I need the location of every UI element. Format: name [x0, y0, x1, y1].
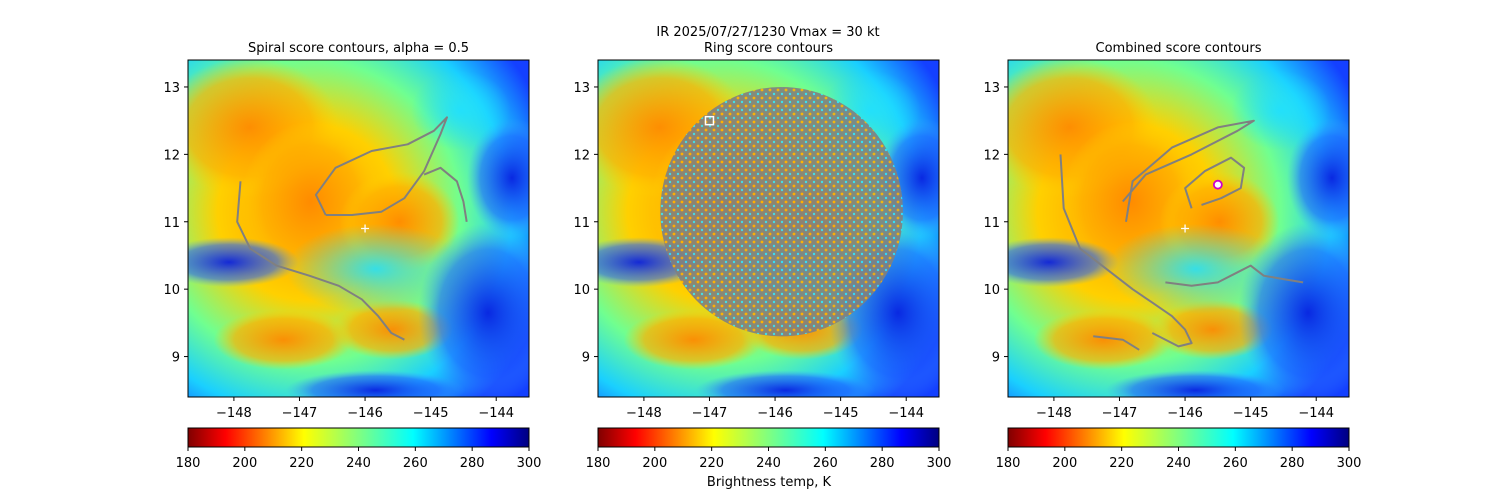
x-tick-label: −148 [1036, 406, 1072, 421]
colorbar-tick-label: 260 [1223, 456, 1248, 471]
plot-frame [187, 59, 530, 398]
panel-1: Spiral score contours, alpha = 0.5 −148 −1… [163, 41, 542, 471]
panel-title: Ring score contours [704, 41, 833, 56]
contour-line-1 [1059, 154, 1193, 348]
contour-line-2 [314, 116, 448, 216]
y-tick-label: 12 [163, 148, 180, 163]
x-tick-label: −145 [413, 406, 449, 421]
y-tick-label: 13 [573, 81, 590, 96]
colorbar-tick-label: 220 [1109, 456, 1134, 471]
colorbar-tick-label: 200 [642, 456, 667, 471]
panel-3: Combined score contours −148 −147 −146 −145 −… [983, 41, 1362, 471]
colorbar-tick-label: 260 [813, 456, 838, 471]
y-tick-label: 11 [163, 216, 180, 231]
ring-contour-region [660, 86, 903, 337]
contour-line-3 [423, 166, 468, 222]
contour-line-3 [1122, 119, 1255, 222]
panel-title: Spiral score contours, alpha = 0.5 [248, 41, 469, 56]
contour-line-2 [1093, 335, 1140, 351]
ir-image [598, 60, 939, 397]
colorbar-tick-label: 280 [460, 456, 485, 471]
colorbar-tick-label: 180 [586, 456, 611, 471]
colorbar-tick-label: 240 [756, 456, 781, 471]
x-tick-label: −147 [1102, 406, 1138, 421]
plot-frame [1007, 59, 1350, 398]
colorbar-tick-label: 220 [699, 456, 724, 471]
colorbar-tick-label: 180 [176, 456, 201, 471]
y-tick-label: 11 [573, 216, 590, 231]
x-tick-label: −148 [626, 406, 662, 421]
colorbar-tick-label: 200 [1052, 456, 1077, 471]
x-tick-label: −144 [1298, 406, 1334, 421]
x-tick-label: −144 [888, 406, 924, 421]
contour-line-1 [236, 181, 405, 341]
contour-line-5 [1165, 264, 1304, 287]
y-tick-label: 10 [983, 283, 1000, 298]
y-tick-label: 13 [163, 81, 180, 96]
x-tick-label: −146 [347, 406, 383, 421]
y-tick-label: 12 [983, 148, 1000, 163]
colorbar-tick-label: 300 [927, 456, 952, 471]
contour-line-4 [1184, 156, 1246, 209]
colorbar-tick-label: 260 [403, 456, 428, 471]
x-tick-label: −144 [478, 406, 514, 421]
circle-marker [1212, 179, 1223, 190]
x-tick-label: −146 [1167, 406, 1203, 421]
panel-title: Combined score contours [1096, 41, 1262, 56]
ir-image [188, 60, 529, 397]
colorbar-tick-label: 300 [517, 456, 542, 471]
colorbar [187, 427, 530, 448]
x-tick-label: −145 [823, 406, 859, 421]
colorbar-tick-label: 220 [289, 456, 314, 471]
x-tick-label: −147 [692, 406, 728, 421]
x-tick-label: −145 [1233, 406, 1269, 421]
y-tick-label: 9 [172, 351, 180, 366]
center-plus-marker [361, 224, 370, 233]
colorbar [597, 427, 940, 448]
colorbar-tick-label: 280 [1280, 456, 1305, 471]
x-tick-label: −148 [216, 406, 252, 421]
y-tick-label: 10 [573, 283, 590, 298]
colorbar [1007, 427, 1350, 448]
x-tick-label: −146 [757, 406, 793, 421]
y-tick-label: 12 [573, 148, 590, 163]
colorbar-tick-label: 280 [870, 456, 895, 471]
plot-frame [597, 59, 940, 398]
x-tick-label: −147 [282, 406, 318, 421]
figure-suptitle: IR 2025/07/27/1230 Vmax = 30 kt [656, 25, 879, 40]
y-tick-label: 13 [983, 81, 1000, 96]
colorbar-tick-label: 240 [1166, 456, 1191, 471]
ir-image [1008, 60, 1349, 397]
colorbar-tick-label: 200 [232, 456, 257, 471]
colorbar-tick-label: 300 [1337, 456, 1362, 471]
colorbar-tick-label: 240 [346, 456, 371, 471]
center-plus-marker [1181, 224, 1190, 233]
square-marker [704, 115, 715, 126]
y-tick-label: 11 [983, 216, 1000, 231]
colorbar-tick-label: 180 [996, 456, 1021, 471]
panel-2: Ring score contours −148 −147 −146 −145 −144 9… [573, 41, 952, 471]
y-tick-label: 9 [992, 351, 1000, 366]
colorbar-label: Brightness temp, K [707, 475, 832, 490]
y-tick-label: 10 [163, 283, 180, 298]
y-tick-label: 9 [582, 351, 590, 366]
